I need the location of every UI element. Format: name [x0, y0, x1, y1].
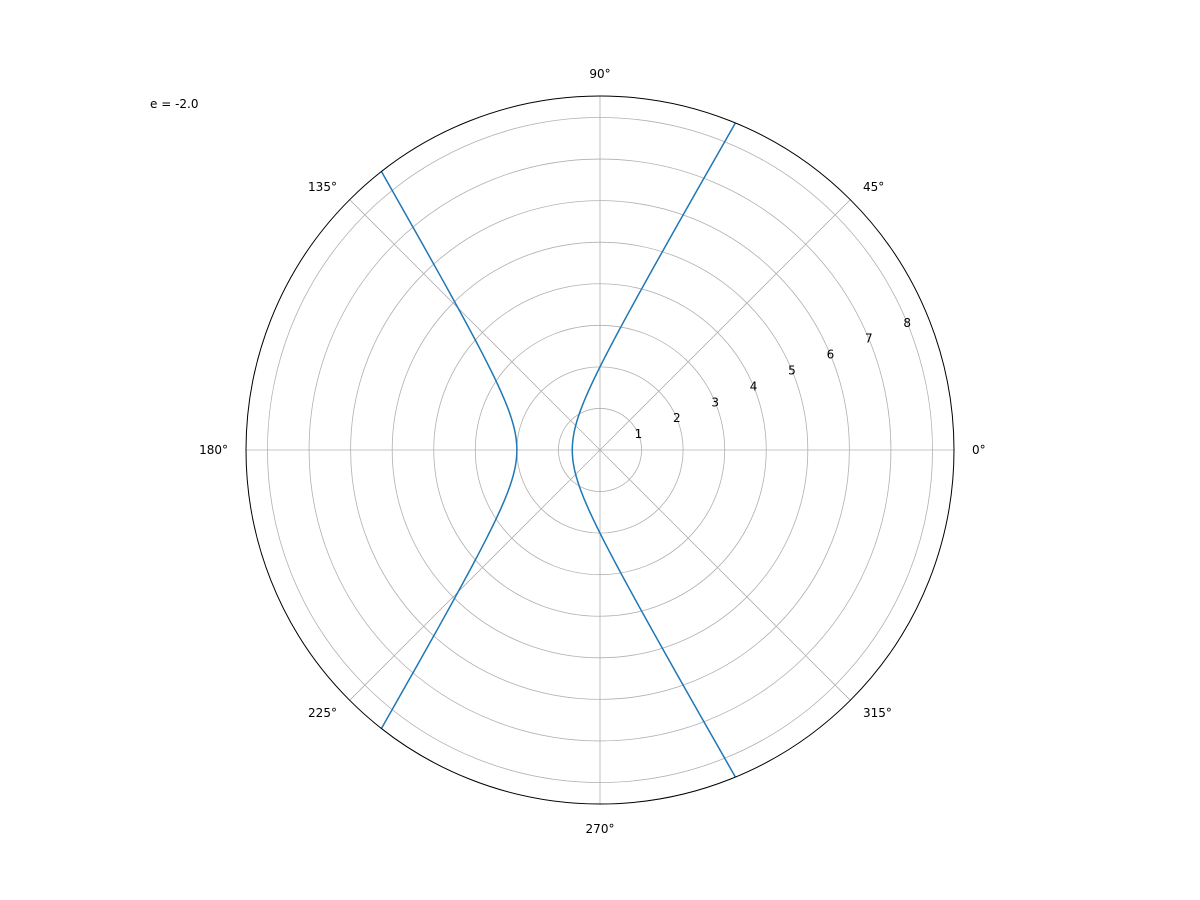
radial-tick-label: 7: [865, 332, 873, 346]
angle-tick-label: 135°: [308, 180, 337, 194]
angle-tick-label: 315°: [863, 706, 892, 720]
angle-tick-label: 0°: [972, 443, 986, 457]
angle-gridline: [350, 450, 600, 700]
curve-line: [0, 0, 517, 450]
annotation-text: e = -2.0: [150, 97, 198, 111]
angle-tick-label: 90°: [589, 67, 610, 81]
polar-chart-svg: 0° 45° 90° 135° 180° 225° 270° 315° 1 2 3 4 5 6 7 8 e = …: [0, 0, 1200, 900]
angle-gridline: [350, 200, 600, 450]
angle-gridline: [600, 450, 850, 700]
curve-line: [0, 450, 517, 900]
angle-tick-label: 225°: [308, 706, 337, 720]
angle-tick-label: 180°: [199, 443, 228, 457]
radial-tick-label: 4: [750, 379, 758, 393]
radial-tick-label: 2: [673, 411, 681, 425]
radial-tick-label: 1: [635, 427, 643, 441]
angle-tick-label: 45°: [863, 180, 884, 194]
polar-chart: 0° 45° 90° 135° 180° 225° 270° 315° 1 2 3 4 5 6 7 8 e = …: [0, 0, 1200, 900]
radial-tick-label: 8: [903, 316, 911, 330]
labels: 0° 45° 90° 135° 180° 225° 270° 315° 1 2 3 4 5 6 7 8 e = …: [150, 67, 986, 836]
radial-tick-label: 3: [711, 395, 719, 409]
angle-tick-label: 270°: [586, 822, 615, 836]
angle-spokes: [246, 96, 954, 804]
radial-tick-label: 5: [788, 363, 796, 377]
radial-tick-label: 6: [827, 348, 835, 362]
angle-gridline: [600, 200, 850, 450]
